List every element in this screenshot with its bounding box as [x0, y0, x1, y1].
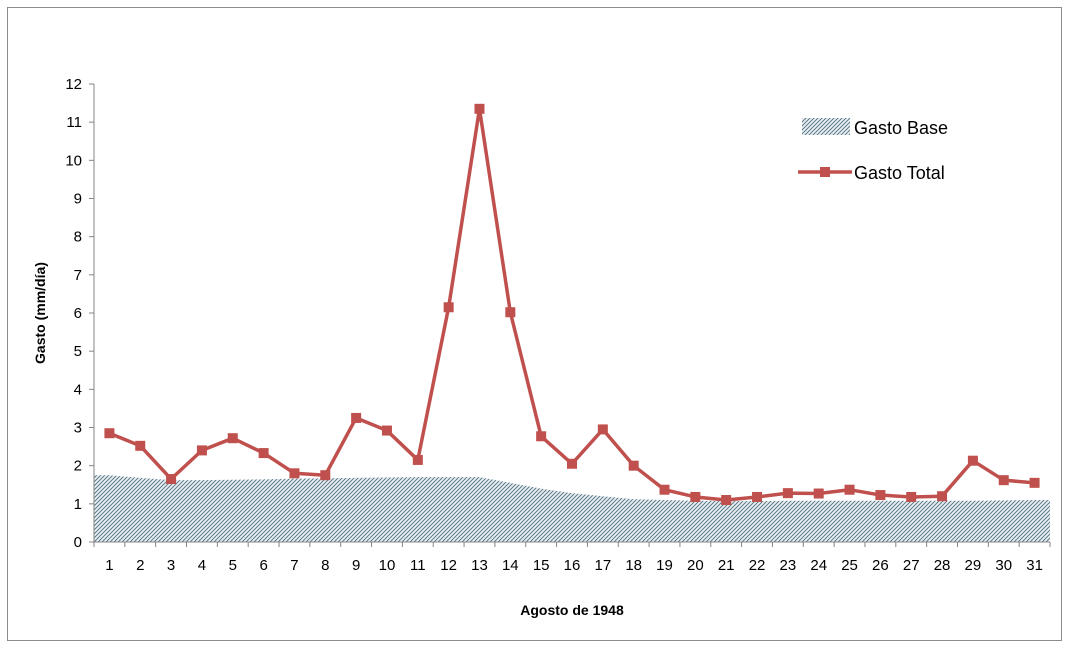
x-tick-label: 30 [995, 557, 1012, 574]
x-tick-label: 15 [533, 557, 550, 574]
legend-swatch-gasto-base [802, 118, 850, 135]
data-point-gasto-total [937, 491, 948, 502]
x-tick-label: 3 [167, 557, 175, 574]
legend-label-gasto-base: Gasto Base [854, 118, 948, 138]
data-point-gasto-total [166, 474, 177, 485]
y-tick-label: 5 [74, 343, 82, 360]
y-tick-label: 2 [74, 458, 82, 475]
data-point-gasto-total [289, 468, 300, 479]
y-tick-label: 9 [74, 191, 82, 208]
y-tick-label: 8 [74, 229, 82, 246]
data-point-gasto-total [104, 428, 115, 439]
x-tick-label: 18 [625, 557, 642, 574]
y-tick-label: 3 [74, 420, 82, 437]
data-point-gasto-total [998, 475, 1009, 486]
plot-area [94, 103, 1050, 542]
data-point-gasto-total [967, 455, 978, 466]
data-point-gasto-total [906, 491, 917, 502]
x-tick-label: 21 [718, 557, 735, 574]
x-axis-title: Agosto de 1948 [520, 602, 624, 618]
y-tick-label: 0 [74, 534, 82, 551]
legend: Gasto Base Gasto Total [798, 118, 948, 183]
x-tick-label: 2 [136, 557, 144, 574]
legend-marker-gasto-total [820, 167, 830, 177]
x-tick-label: 29 [965, 557, 982, 574]
data-point-gasto-total [258, 448, 269, 459]
x-tick-label: 13 [471, 557, 488, 574]
y-tick-label: 1 [74, 496, 82, 513]
x-tick-label: 10 [379, 557, 396, 574]
x-tick-label: 4 [198, 557, 206, 574]
x-tick-label: 5 [229, 557, 237, 574]
x-tick-label: 9 [352, 557, 360, 574]
data-point-gasto-total [813, 488, 824, 499]
x-tick-label: 11 [410, 557, 426, 574]
y-tick-label: 12 [65, 76, 82, 93]
data-point-gasto-total [690, 491, 701, 502]
data-point-gasto-total [412, 454, 423, 465]
data-point-gasto-total [752, 491, 763, 502]
data-point-gasto-total [782, 488, 793, 499]
x-tick-label: 26 [872, 557, 889, 574]
data-point-gasto-total [567, 458, 577, 469]
data-point-gasto-total [443, 302, 454, 313]
legend-label-gasto-total: Gasto Total [854, 163, 945, 183]
x-tick-label: 23 [780, 557, 797, 574]
chart-frame: 0 1 2 3 4 5 6 7 8 9 10 11 12 1 2 3 4 5 6 7 8 9 10 11 12 13 14 15 16 1… [7, 7, 1062, 641]
data-point-gasto-total [474, 103, 485, 114]
data-point-gasto-total [659, 484, 670, 495]
x-tick-label: 6 [259, 557, 267, 574]
data-point-gasto-total [320, 470, 331, 481]
x-tick-label: 7 [290, 557, 298, 574]
data-point-gasto-total [536, 431, 547, 442]
x-tick-label: 24 [810, 557, 827, 574]
data-point-gasto-total [1029, 477, 1040, 488]
data-point-gasto-total [875, 490, 886, 501]
x-tick-label: 25 [841, 557, 858, 574]
x-tick-label: 16 [564, 557, 581, 574]
series-area-gasto-base [94, 475, 1050, 542]
y-tick-label: 7 [74, 267, 82, 284]
data-point-gasto-total [597, 424, 608, 435]
x-tick-label: 20 [687, 557, 704, 574]
x-tick-label: 17 [594, 557, 611, 574]
x-tick-label: 22 [749, 557, 766, 574]
y-tick-label: 10 [65, 152, 82, 169]
x-tick-label: 19 [656, 557, 673, 574]
y-tick-label: 6 [74, 305, 82, 322]
x-tick-label: 31 [1026, 557, 1043, 574]
data-point-gasto-total [227, 433, 238, 444]
data-point-gasto-total [351, 412, 362, 423]
data-point-gasto-total [505, 307, 516, 318]
y-tick-label: 11 [66, 114, 82, 131]
data-point-gasto-total [628, 460, 639, 471]
data-point-gasto-total [196, 445, 207, 456]
x-tick-label: 8 [321, 557, 329, 574]
data-point-gasto-total [721, 495, 732, 506]
data-point-gasto-total [844, 484, 855, 495]
x-tick-label: 28 [934, 557, 951, 574]
y-axis-title: Gasto (mm/día) [32, 262, 48, 364]
data-point-gasto-total [135, 440, 146, 451]
x-tick-label: 12 [440, 557, 457, 574]
y-tick-label: 4 [74, 381, 82, 398]
x-tick-label: 14 [502, 557, 519, 574]
data-point-gasto-total [381, 425, 392, 436]
x-tick-label: 1 [105, 557, 113, 574]
x-tick-label: 27 [903, 557, 920, 574]
